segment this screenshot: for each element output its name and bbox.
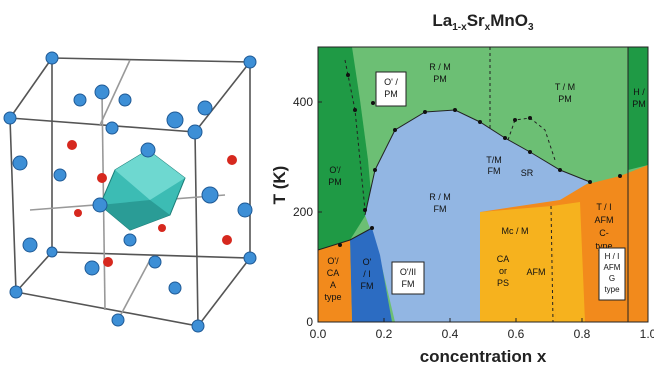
region-label: SR (521, 168, 534, 178)
figure: O' /PM R / MPM T / MPM H /PM O'/PM R / M… (0, 0, 654, 374)
x-tick-label: 1.0 (640, 327, 654, 341)
page: {"chart_data": {"type": "phase_diagram",… (0, 0, 654, 374)
chart-title: La1-xSrxMnO3 (432, 11, 534, 33)
y-tick-label: 200 (293, 205, 313, 219)
x-tick-label: 0.0 (310, 327, 327, 341)
y-tick-label: 400 (293, 95, 313, 109)
y-axis-label: T (K) (270, 166, 289, 205)
region-label: AFM (527, 267, 546, 277)
x-tick-label: 0.6 (508, 327, 525, 341)
x-axis-label: concentration x (420, 347, 547, 366)
x-tick-label: 0.4 (442, 327, 459, 341)
y-tick-label: 0 (306, 315, 313, 329)
x-tick-label: 0.8 (574, 327, 591, 341)
octahedron (100, 150, 185, 230)
x-tick-label: 0.2 (376, 327, 393, 341)
region-label: Mc / M (502, 226, 529, 236)
